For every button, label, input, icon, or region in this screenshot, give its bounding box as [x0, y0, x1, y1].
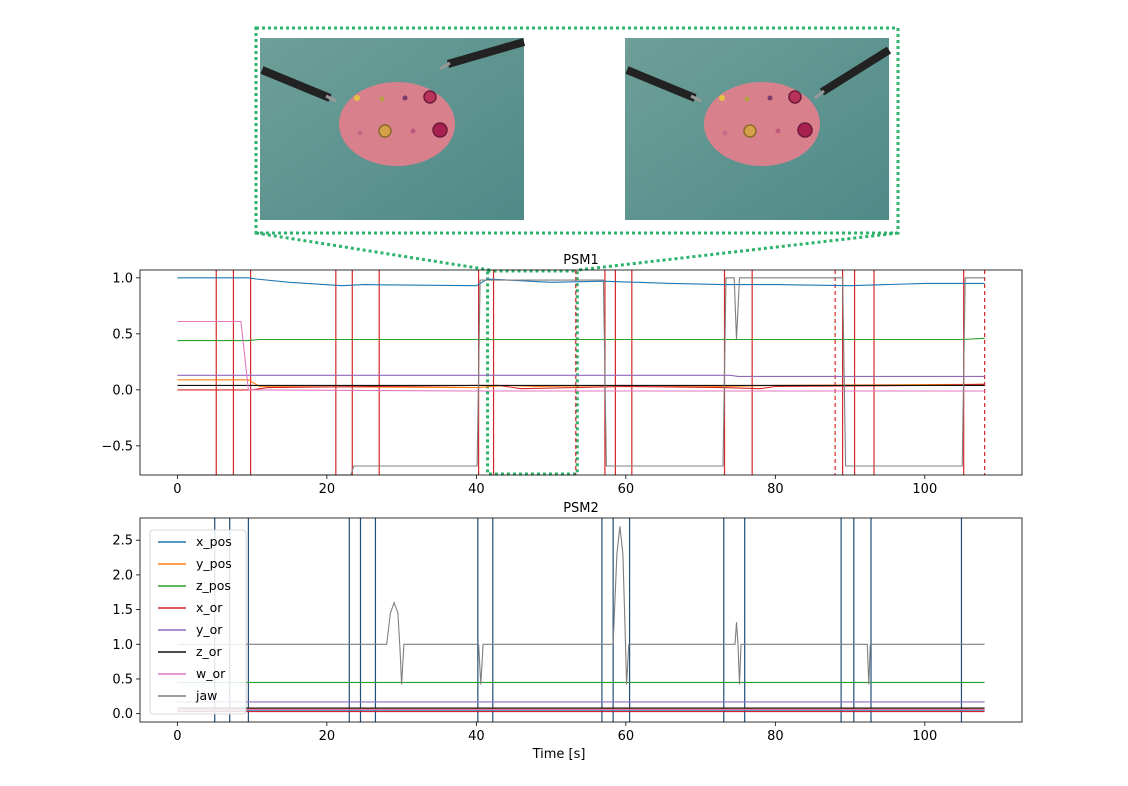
x-tick-label: 60 — [618, 729, 635, 744]
axes-frame — [139, 269, 1023, 476]
series-line-y_pos — [177, 379, 985, 389]
legend-box — [149, 529, 247, 715]
series-line-z_pos — [177, 337, 985, 342]
series-line-y_or — [177, 374, 985, 377]
y-tick-label: 1.0 — [112, 638, 133, 653]
zoom-connector-right — [577, 231, 899, 272]
x-tick-label: 100 — [912, 482, 937, 497]
y-tick-label: 2.0 — [112, 568, 133, 583]
x-tick-label: 20 — [319, 729, 336, 744]
legend-label-y_pos: y_pos — [196, 556, 232, 571]
y-tick-label: 1.5 — [112, 603, 133, 618]
series-line-jaw — [177, 277, 985, 476]
psm1-panel: PSM1 0 20 40 60 80 100 −0.5 0.0 0.5 1.0 — [101, 253, 1023, 497]
x-tick-label: 60 — [618, 482, 635, 497]
y-tick-label: 0.5 — [112, 327, 133, 342]
legend-label-w_or: w_or — [196, 666, 226, 681]
x-tick-label: 40 — [468, 482, 485, 497]
legend-label-x_pos: x_pos — [196, 534, 232, 549]
y-tick-label: 0.0 — [112, 383, 133, 398]
x-tick-label: 80 — [767, 729, 784, 744]
y-tick-label: −0.5 — [101, 439, 133, 454]
series-line-jaw — [177, 526, 985, 685]
inset-image-right — [625, 38, 892, 220]
inset-frame — [254, 26, 900, 235]
legend-label-x_or: x_or — [196, 600, 223, 615]
x-tick-label: 40 — [468, 729, 485, 744]
x-tick-label: 20 — [319, 482, 336, 497]
y-tick-label: 1.0 — [112, 271, 133, 286]
legend-label-z_or: z_or — [196, 644, 222, 659]
x-tick-label: 0 — [173, 729, 181, 744]
zoom-region-box — [486, 269, 579, 476]
psm2-panel: PSM2 0 20 40 60 80 100 0.0 0.5 1.0 1.5 2.0 2.5 Time [… — [112, 501, 1023, 762]
legend-label-jaw: jaw — [195, 688, 217, 703]
axes-frame — [139, 517, 1023, 723]
inset-images — [254, 26, 900, 272]
chart-title: PSM1 — [563, 253, 599, 268]
zoom-connector-left — [255, 231, 491, 272]
series-line-x_pos — [177, 277, 985, 287]
x-axis-label: Time [s] — [532, 747, 586, 762]
series-line-x_or — [177, 383, 985, 391]
inset-image-left — [260, 38, 526, 220]
legend-label-y_or: y_or — [196, 622, 223, 637]
x-tick-label: 100 — [912, 729, 937, 744]
x-tick-label: 0 — [173, 482, 181, 497]
chart-title: PSM2 — [563, 501, 599, 516]
x-tick-label: 80 — [767, 482, 784, 497]
y-tick-label: 0.0 — [112, 707, 133, 722]
y-tick-label: 2.5 — [112, 534, 133, 549]
legend-label-z_pos: z_pos — [196, 578, 231, 593]
y-tick-label: 0.5 — [112, 672, 133, 687]
series-line-w_or — [177, 320, 985, 392]
